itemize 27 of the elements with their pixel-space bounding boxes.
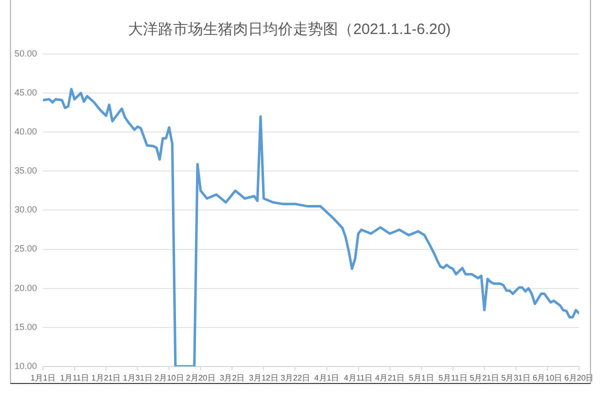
x-tick-label: 1月11日 [60, 373, 89, 382]
y-tick-label: 15.00 [14, 322, 37, 332]
x-tick-label: 4月21日 [375, 373, 405, 382]
y-tick-label: 40.00 [14, 126, 37, 137]
x-tick-label: 3月12日 [249, 373, 278, 382]
x-tick-label: 1月21日 [91, 373, 121, 382]
y-tick-label: 10.00 [14, 360, 37, 371]
x-tick-label: 5月21日 [470, 373, 500, 382]
x-tick-label: 2月20日 [186, 373, 216, 382]
x-tick-label: 4月1日 [314, 373, 340, 382]
x-tick-label: 4月11日 [344, 373, 373, 382]
x-tick-label: 3月2日 [220, 373, 245, 382]
y-tick-label: 35.00 [14, 166, 37, 176]
chart-title: 大洋路市场生猪肉日均价走势图（2021.1.1-6.20) [128, 21, 451, 38]
y-tick-label: 30.00 [14, 204, 37, 215]
x-tick-label: 2月10日 [154, 373, 184, 382]
x-tick-label: 5月31日 [501, 373, 531, 382]
y-tick-label: 45.00 [14, 88, 37, 98]
y-tick-label: 50.00 [14, 48, 37, 58]
x-tick-label: 5月11日 [438, 373, 468, 382]
x-tick-label: 3月22日 [280, 373, 310, 382]
x-tick-label: 1月31日 [122, 373, 152, 382]
x-tick-label: 6月10日 [532, 373, 562, 382]
y-tick-label: 25.00 [14, 244, 37, 254]
x-tick-label: 5月1日 [408, 373, 434, 382]
x-tick-label: 1月1日 [30, 373, 56, 382]
y-tick-label: 20.00 [14, 282, 37, 293]
